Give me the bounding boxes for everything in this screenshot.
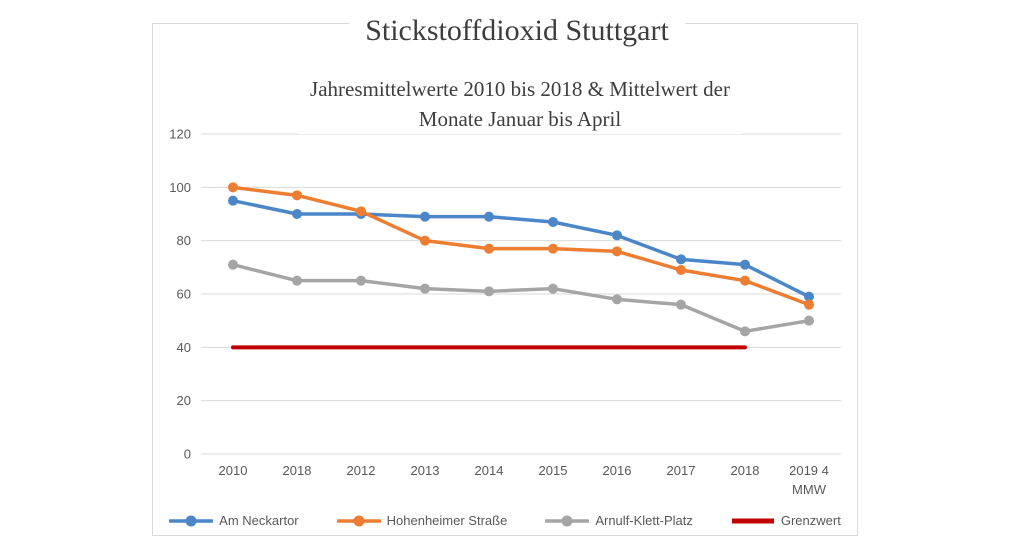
data-point — [356, 206, 366, 217]
data-point — [676, 254, 686, 265]
legend-item-am-neckartor: Am Neckartor — [169, 513, 299, 528]
data-point — [292, 275, 302, 286]
x-axis-label: 2015 — [539, 463, 568, 478]
data-point — [228, 259, 238, 270]
data-point — [612, 294, 622, 305]
legend-label: Hohenheimer Straße — [386, 513, 508, 528]
data-point — [420, 235, 430, 246]
y-axis-tick-label: 40 — [177, 340, 191, 355]
data-point — [228, 182, 238, 193]
chart-subtitle-line-1: Jahresmittelwerte 2010 bis 2018 & Mittel… — [310, 77, 730, 101]
data-point — [676, 265, 686, 275]
chart-container: 0 20 40 60 80 100 120 2010 2018 2012 2013 2014 2015 2… — [152, 10, 858, 536]
y-axis-tick-label: 120 — [169, 127, 191, 142]
y-axis-tick-label: 20 — [177, 393, 191, 408]
data-point — [420, 211, 430, 222]
data-point — [740, 326, 750, 337]
legend-line-icon — [731, 518, 774, 523]
data-point — [292, 209, 302, 219]
data-point — [292, 190, 302, 201]
legend-marker-line-icon — [545, 515, 590, 526]
chart-subtitle: Jahresmittelwerte 2010 bis 2018 & Mittel… — [298, 74, 742, 134]
x-axis-label: 2019 4 MMW — [789, 463, 829, 497]
legend-label: Grenzwert — [780, 513, 841, 528]
x-axis-label: 2014 — [475, 463, 504, 478]
legend-marker-line-icon — [336, 515, 381, 526]
legend-marker-line-icon — [169, 515, 214, 526]
legend-label: Arnulf-Klett-Platz — [595, 513, 693, 528]
x-axis-label: 2012 — [347, 463, 376, 478]
data-point — [548, 217, 558, 227]
x-axis-label: 2010 — [219, 463, 248, 478]
legend-label: Am Neckartor — [219, 513, 299, 528]
data-point — [420, 283, 430, 294]
x-axis-label: 2018 — [283, 463, 312, 478]
legend-item-hohenheimer-strasse: Hohenheimer Straße — [336, 513, 508, 528]
legend-item-grenzwert: Grenzwert — [731, 513, 841, 528]
data-point — [612, 230, 622, 241]
data-point — [804, 299, 814, 310]
data-point — [740, 259, 750, 270]
data-point — [740, 275, 750, 286]
chart-subtitle-line-2: Monate Januar bis April — [418, 107, 622, 131]
series-line-2 — [231, 262, 811, 334]
data-point — [548, 243, 558, 254]
series-line-0 — [231, 198, 811, 299]
data-point — [612, 246, 622, 257]
series-line-1 — [231, 185, 811, 307]
data-point — [484, 243, 494, 254]
x-axis-label: 2016 — [603, 463, 632, 478]
data-point — [804, 291, 814, 302]
y-axis-tick-label: 0 — [184, 447, 191, 462]
data-point — [676, 299, 686, 310]
data-point — [228, 195, 238, 206]
chart-legend: Am Neckartor Hohenheimer Straße Arnulf-K… — [153, 513, 857, 528]
data-point — [356, 275, 366, 286]
x-axis-label: 2013 — [411, 463, 440, 478]
data-point — [484, 286, 494, 297]
x-axis-label: 2018 — [731, 463, 760, 478]
data-point — [804, 315, 814, 326]
data-point — [548, 283, 558, 294]
legend-item-arnulf-klett-platz: Arnulf-Klett-Platz — [545, 513, 693, 528]
y-axis-tick-label: 100 — [169, 180, 191, 195]
x-axis-label: 2017 — [667, 463, 696, 478]
line-chart-plot: 0 20 40 60 80 100 120 2010 2018 2012 2013 2014 2015 2… — [169, 127, 841, 497]
data-point — [484, 211, 494, 222]
y-axis-tick-label: 80 — [177, 233, 191, 248]
y-axis-tick-label: 60 — [177, 287, 191, 302]
chart-title: Stickstoffdioxid Stuttgart — [349, 10, 685, 52]
